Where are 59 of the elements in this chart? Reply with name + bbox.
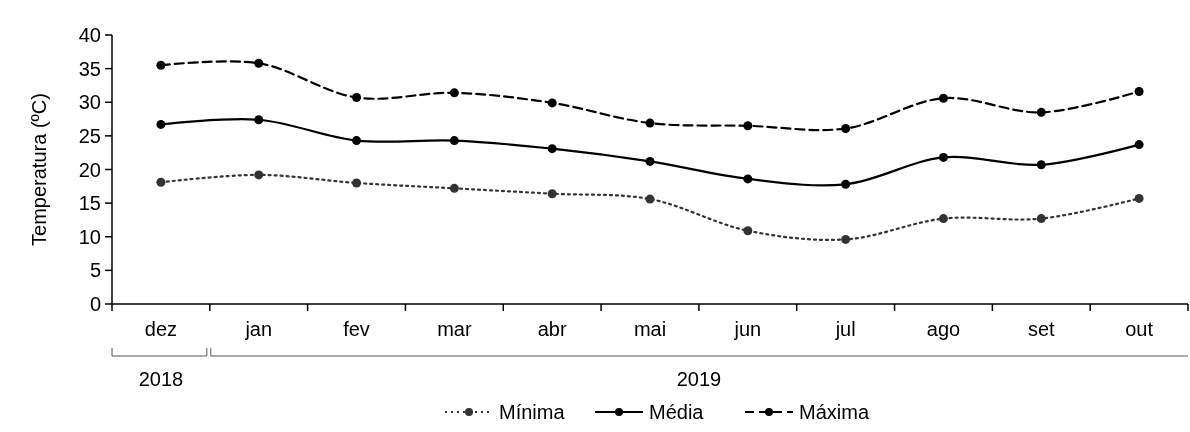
point (938, 93, 948, 103)
point (1134, 193, 1144, 203)
point (352, 136, 362, 146)
point (547, 144, 557, 154)
point (841, 179, 851, 189)
point (841, 123, 851, 133)
x-tick-label: set (1027, 318, 1056, 340)
x-tick-label: mar (437, 318, 472, 340)
x-tick-label: jan (244, 318, 273, 340)
point (743, 174, 753, 184)
point (449, 183, 459, 193)
x-tick-label: mai (633, 318, 667, 340)
point (156, 60, 166, 70)
x-tick-label: dez (144, 318, 178, 340)
point (1134, 140, 1144, 150)
point (254, 170, 264, 180)
point (449, 136, 459, 146)
y-tick-label: 10 (78, 225, 101, 248)
point (449, 88, 459, 98)
point (645, 194, 655, 204)
point (743, 121, 753, 131)
point (1036, 160, 1046, 170)
point (743, 226, 753, 236)
y-tick-label: 0 (89, 293, 101, 315)
point (547, 98, 557, 108)
y-tick-label: 5 (89, 259, 101, 282)
text: 2019 (676, 368, 722, 390)
point (1036, 214, 1046, 224)
point (156, 177, 166, 187)
y-tick-label: 20 (78, 158, 101, 181)
text: 2018 (138, 368, 184, 390)
y-tick-label: 35 (78, 57, 101, 80)
point (1036, 107, 1046, 117)
y-tick-label: 15 (78, 192, 101, 215)
x-tick-label: out (1125, 318, 1154, 340)
point (1134, 86, 1144, 96)
point (645, 156, 655, 166)
point (156, 119, 166, 129)
legend-label: Máxima (799, 401, 870, 423)
point (841, 234, 851, 244)
y-tick-label: 25 (78, 124, 101, 147)
y-axis-title: Temperatura (ºC) (28, 93, 50, 246)
point (254, 58, 264, 68)
legend-label: Média (649, 401, 705, 423)
point (547, 189, 557, 199)
x-tick-label: jun (733, 318, 762, 340)
x-tick-label: ago (926, 318, 961, 340)
x-tick-label: jul (834, 318, 856, 340)
point (938, 214, 948, 224)
point (352, 178, 362, 188)
y-tick-label: 40 (78, 24, 101, 46)
point (352, 93, 362, 103)
x-tick-label: fev (343, 318, 370, 340)
point (254, 115, 264, 125)
x-tick-label: abr (537, 318, 567, 340)
point (938, 152, 948, 162)
legend-label: Mínima (499, 401, 566, 423)
y-tick-label: 30 (78, 91, 101, 114)
point (645, 118, 655, 128)
